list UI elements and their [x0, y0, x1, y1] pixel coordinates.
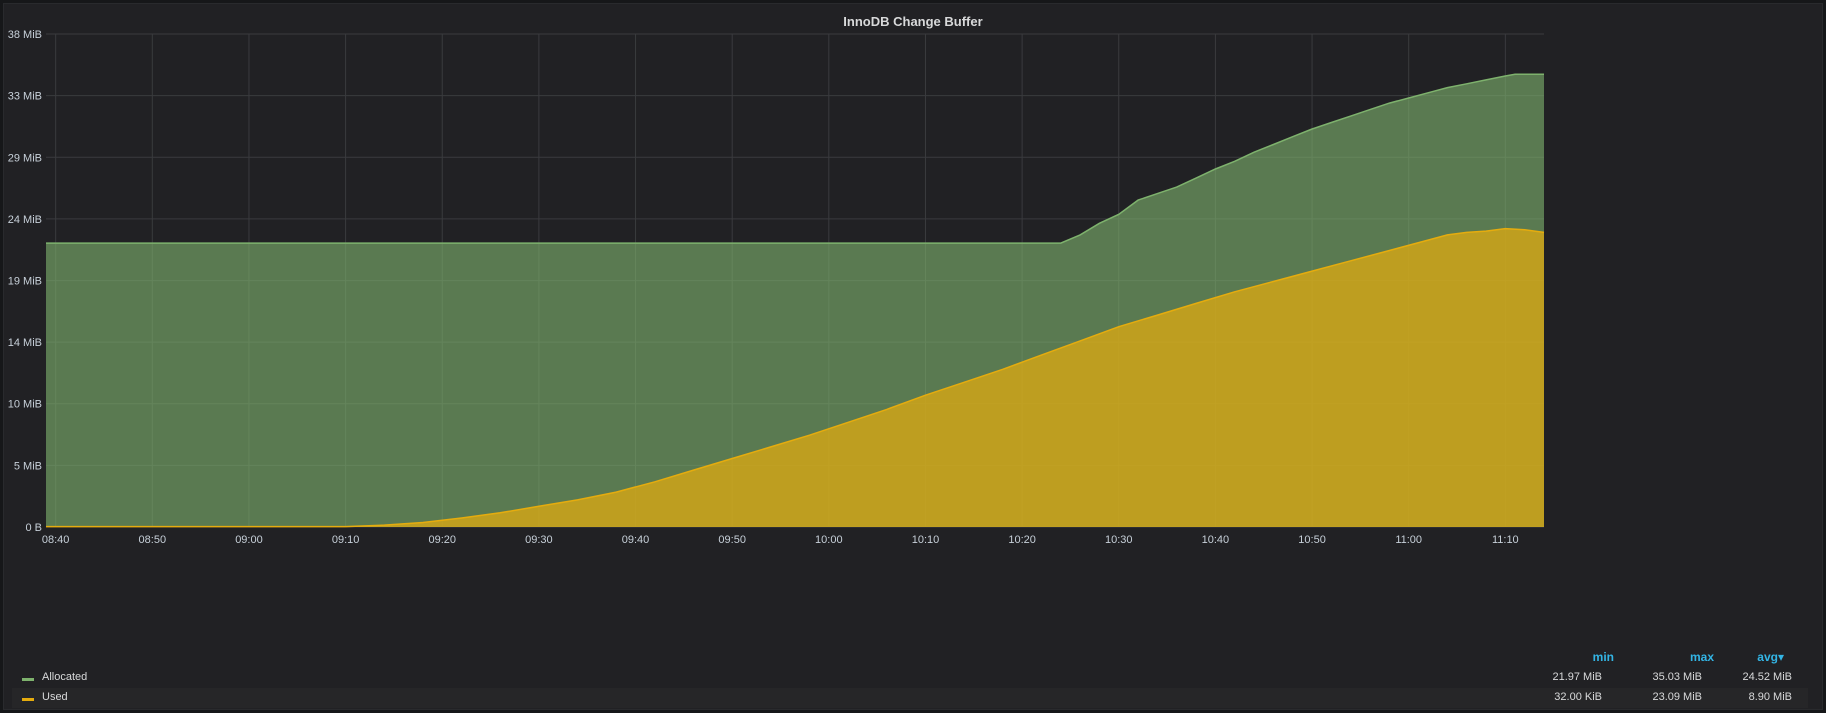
- series-line-allocated: [46, 73, 1544, 244]
- legend-header-avg-label: avg: [1757, 650, 1778, 664]
- x-tick-label: 10:10: [912, 534, 940, 546]
- x-tick-label: 10:30: [1105, 534, 1133, 546]
- x-tick-label: 09:50: [718, 534, 746, 546]
- series-color-swatch[interactable]: [22, 698, 34, 701]
- series-area-used: [46, 228, 1544, 527]
- legend-avg-value: 24.52 MiB: [1742, 671, 1792, 683]
- x-tick-label: 11:00: [1395, 534, 1422, 546]
- x-tick-label: 09:40: [622, 534, 650, 546]
- x-tick-label: 10:20: [1008, 534, 1036, 546]
- sort-desc-icon: ▾: [1777, 650, 1784, 664]
- y-tick-label: 38 MiB: [8, 29, 42, 41]
- series-line-used: [46, 227, 1545, 528]
- legend-min-value: 21.97 MiB: [1552, 671, 1602, 683]
- x-tick-label: 10:50: [1298, 534, 1326, 546]
- y-tick-label: 24 MiB: [8, 214, 42, 226]
- y-tick-label: 29 MiB: [8, 152, 42, 164]
- legend-header-avg[interactable]: avg▾: [1714, 650, 1784, 666]
- y-tick-label: 10 MiB: [8, 399, 42, 411]
- chart-plot[interactable]: 0 B 5 MiB 10 MiB 14 MiB 19 MiB 24 MiB 29 MiB 33…: [4, 4, 1824, 644]
- series-color-swatch[interactable]: [22, 678, 34, 681]
- legend-series-name[interactable]: Allocated: [42, 671, 88, 683]
- x-tick-label: 11:10: [1492, 534, 1519, 546]
- legend-header-max[interactable]: max: [1689, 650, 1714, 664]
- y-tick-label: 14 MiB: [8, 337, 42, 349]
- x-tick-label: 08:50: [139, 534, 167, 546]
- legend-series-name[interactable]: Used: [42, 691, 68, 703]
- axis-labels: 0 B 5 MiB 10 MiB 14 MiB 19 MiB 24 MiB 29 MiB 33…: [8, 29, 1519, 546]
- x-tick-label: 09:20: [428, 534, 456, 546]
- graph-panel: InnoDB Change Buffer 0 B 5 MiB 10 MiB 14 Mi…: [3, 3, 1823, 710]
- legend-row-allocated[interactable]: Allocated 21.97 MiB 35.03 MiB 24.52 MiB: [12, 668, 1808, 688]
- legend-min-value: 32.00 KiB: [1554, 691, 1602, 703]
- x-tick-label: 10:40: [1202, 534, 1230, 546]
- y-tick-label: 0 B: [25, 522, 42, 534]
- legend-header-min[interactable]: min: [1592, 650, 1614, 664]
- x-tick-label: 09:10: [332, 534, 360, 546]
- y-tick-label: 19 MiB: [8, 276, 42, 288]
- y-tick-label: 5 MiB: [14, 460, 42, 472]
- series-areas: [46, 73, 1545, 528]
- legend-row-used[interactable]: Used 32.00 KiB 23.09 MiB 8.90 MiB: [12, 688, 1808, 708]
- x-tick-label: 10:00: [815, 534, 843, 546]
- x-tick-label: 08:40: [42, 534, 70, 546]
- y-tick-label: 33 MiB: [8, 91, 42, 103]
- legend-max-value: 23.09 MiB: [1652, 691, 1702, 703]
- legend-max-value: 35.03 MiB: [1652, 671, 1702, 683]
- panel-title[interactable]: InnoDB Change Buffer: [843, 14, 983, 29]
- legend-avg-value: 8.90 MiB: [1748, 691, 1792, 703]
- x-tick-label: 09:30: [525, 534, 553, 546]
- x-tick-label: 09:00: [235, 534, 263, 546]
